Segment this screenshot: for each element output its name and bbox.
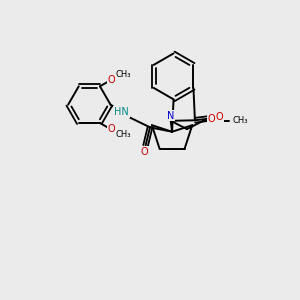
Text: O: O — [107, 75, 115, 85]
Text: O: O — [216, 112, 224, 122]
Text: O: O — [107, 124, 115, 134]
Text: CH₃: CH₃ — [232, 116, 248, 125]
Text: CH₃: CH₃ — [116, 130, 131, 139]
Text: O: O — [208, 114, 215, 124]
Text: HN: HN — [114, 107, 129, 117]
Text: O: O — [140, 147, 148, 157]
Text: N: N — [167, 110, 175, 121]
Text: CH₃: CH₃ — [116, 70, 131, 79]
